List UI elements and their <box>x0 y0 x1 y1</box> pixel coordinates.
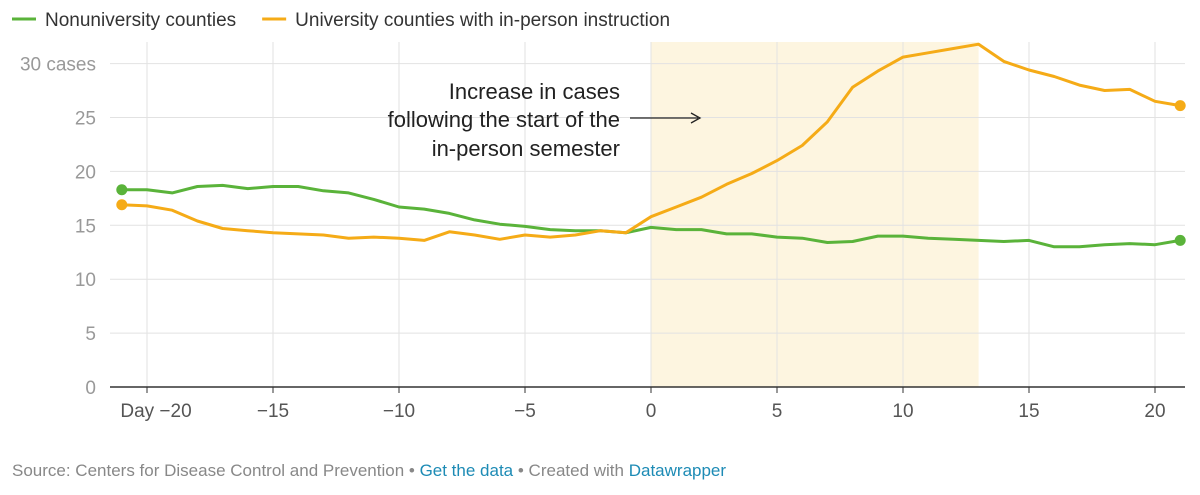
x-tick-label: −5 <box>514 401 536 422</box>
x-tick-label: Day −20 <box>120 401 191 422</box>
datawrapper-link[interactable]: Datawrapper <box>628 461 727 480</box>
line-chart: 0 5 10 15 20 25 30 cases Day −20 −15 −10 −5 0 5 10 15… <box>12 10 1186 422</box>
footer-separator: • <box>404 461 420 480</box>
legend-label-nonuniversity: Nonuniversity counties <box>45 10 236 31</box>
x-tick-label: −10 <box>383 401 415 422</box>
y-tick-label: 15 <box>75 216 96 237</box>
x-tick-label: 5 <box>772 401 783 422</box>
end-point-nonuniversity <box>1174 234 1186 246</box>
y-tick-label: 10 <box>75 270 96 291</box>
y-tick-label: 20 <box>75 162 96 183</box>
get-the-data-link[interactable]: Get the data <box>419 461 514 480</box>
annotation-line: Increase in cases <box>449 79 620 104</box>
start-point-nonuniversity <box>116 184 128 196</box>
end-point-university <box>1174 100 1186 112</box>
source-text: Source: Centers for Disease Control and … <box>12 461 405 480</box>
x-tick-label: 15 <box>1018 401 1039 422</box>
y-tick-label: 5 <box>85 324 96 345</box>
legend-label-university: University counties with in-person instr… <box>295 10 670 31</box>
annotation-arrowhead <box>690 112 702 124</box>
source-footer: Source: Centers for Disease Control and … <box>12 461 726 481</box>
y-tick-label: 30 cases <box>20 55 96 76</box>
annotation-line: in-person semester <box>432 136 620 161</box>
annotation-line: following the start of the <box>388 107 620 132</box>
footer-separator: • <box>513 461 529 480</box>
created-with-text: Created with <box>528 461 629 480</box>
in-person-semester-highlight <box>651 42 979 387</box>
y-tick-label: 25 <box>75 108 96 129</box>
x-tick-label: −15 <box>257 401 289 422</box>
y-tick-label: 0 <box>85 378 96 399</box>
start-point-university <box>116 199 128 211</box>
x-tick-label: 10 <box>892 401 913 422</box>
series-line-university <box>120 42 1182 242</box>
x-tick-label: 0 <box>646 401 657 422</box>
x-tick-label: 20 <box>1144 401 1165 422</box>
series-line-nonuniversity <box>120 183 1182 249</box>
